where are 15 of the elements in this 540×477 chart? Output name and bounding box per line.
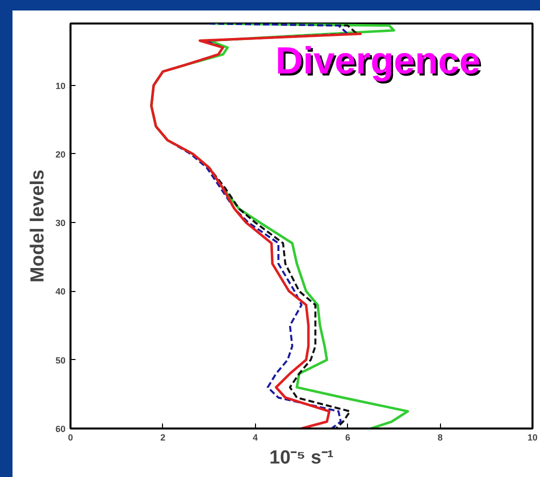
x-tick-label: 10: [527, 432, 538, 442]
y-tick-label: 20: [55, 149, 66, 160]
text: Divergence: [278, 42, 482, 84]
y-tick-label: 10: [55, 80, 66, 91]
x-tick-label: 2: [160, 432, 166, 442]
x-tick-label: 8: [438, 432, 443, 442]
y-tick-label: 40: [55, 286, 66, 297]
y-tick-label: 30: [55, 218, 66, 228]
y-tick-label: 60: [55, 424, 66, 434]
y-tick-label: 50: [55, 355, 66, 366]
y-axis-title: Model levels: [27, 169, 48, 282]
x-axis-title: 10⁻⁵ s⁻¹: [269, 448, 334, 468]
x-tick-label: 4: [252, 432, 258, 442]
x-tick-label: 0: [68, 432, 74, 442]
x-tick-label: 6: [345, 432, 350, 442]
